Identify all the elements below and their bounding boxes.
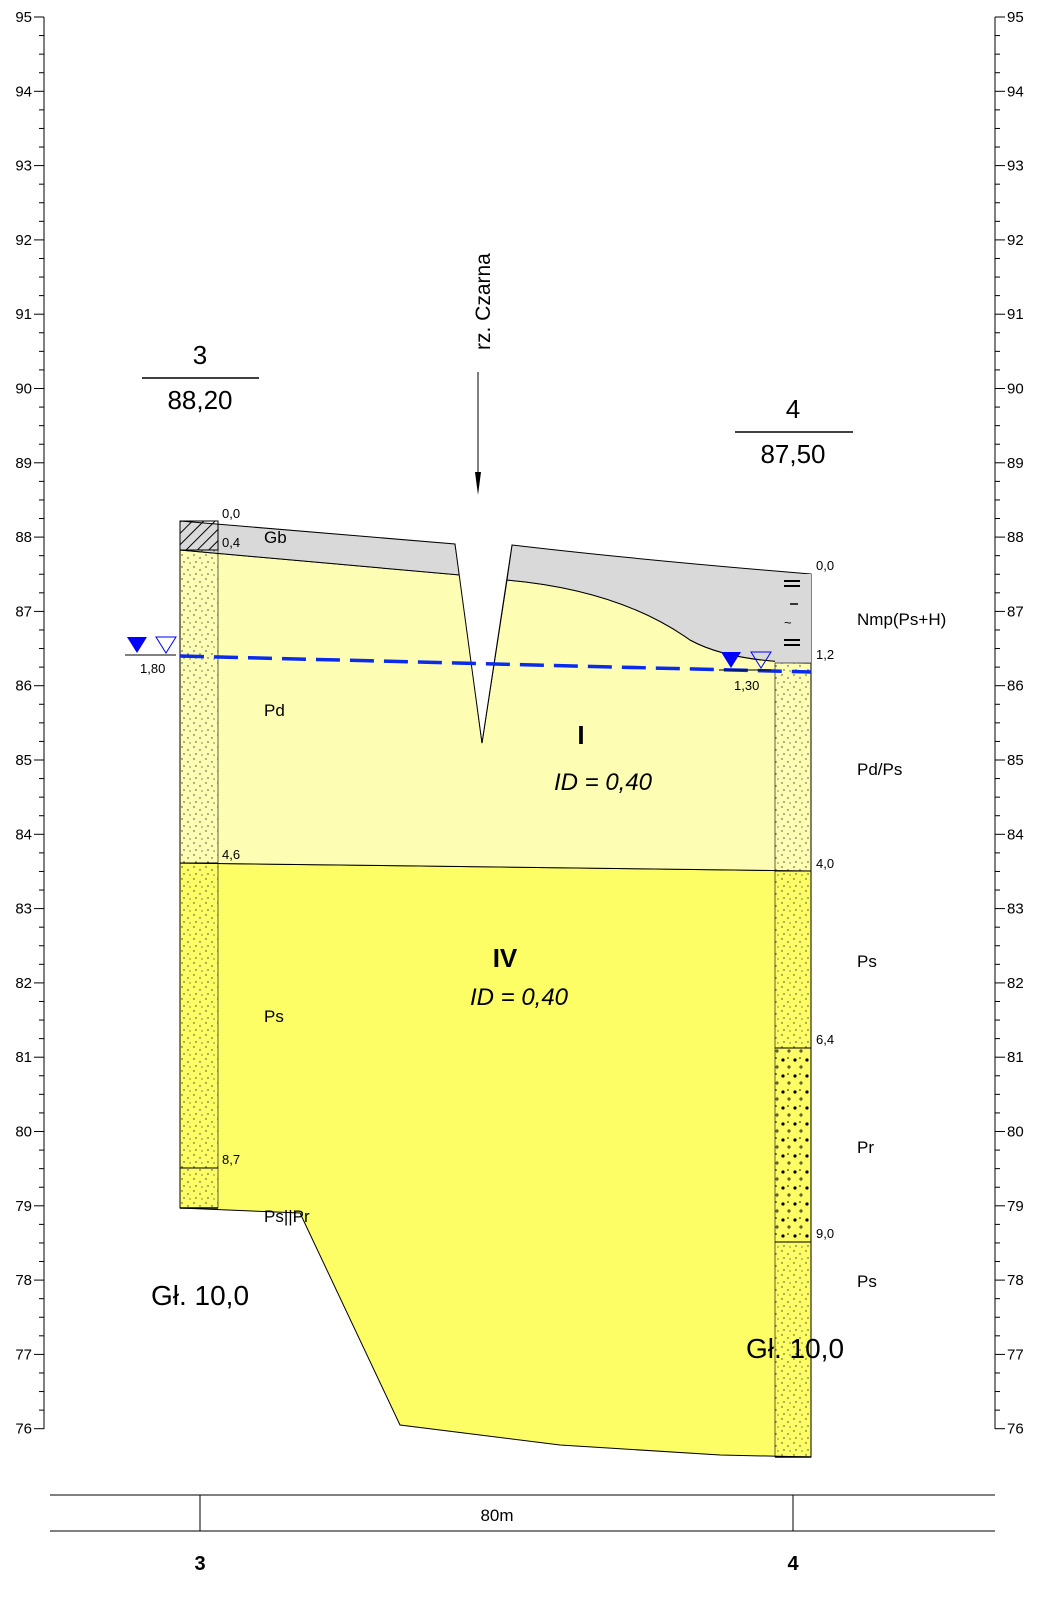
b4-depth-4: 9,0 [816,1226,834,1241]
borehole-3-number: 3 [193,340,207,370]
b4-water-depth: 1,30 [734,678,759,693]
right-axis-tick-label: 87 [1007,603,1024,620]
layer-label-nmp: Nmp(Ps+H) [857,610,946,629]
water-level-symbol-b4 [719,651,772,671]
svg-text:~: ~ [784,615,792,630]
left-axis-tick-label: 77 [15,1346,32,1363]
groundwater-line [179,654,812,674]
b3-total-depth: Gł. 10,0 [151,1280,249,1311]
left-elevation-axis: 95 94 93 92 91 90 89 88 87 86 85 84 83 82 81 80 79 78 77 76 [15,9,45,1438]
left-axis-tick-label: 85 [15,752,32,769]
borehole-3-elevation: 88,20 [167,385,232,415]
right-axis-tick-label: 82 [1007,975,1024,992]
layer-label-gb: Gb [264,528,287,547]
river-label: rz. Czarna [472,253,495,350]
right-axis-tick-label: 93 [1007,158,1024,175]
borehole-4-number: 4 [786,394,800,424]
borehole-3-head: 3 88,20 [142,340,259,415]
b3-depth-1: 0,4 [222,535,240,550]
left-axis-tick-label: 89 [15,455,32,472]
left-axis-tick-label: 79 [15,1198,32,1215]
right-axis-tick-label: 83 [1007,901,1024,918]
b3-water-depth: 1,80 [140,661,165,676]
right-axis-tick-label: 80 [1007,1124,1024,1141]
left-axis-tick-label: 86 [15,678,32,695]
borehole-4-column: ~ [774,574,812,1458]
distance-label: 80m [480,1506,513,1525]
left-axis-tick-label: 90 [15,381,32,398]
right-axis-tick-label: 84 [1007,826,1024,843]
b4-depth-2: 4,0 [816,856,834,871]
layer-label-pdps: Pd/Ps [857,760,902,779]
zone-iv-id: ID = 0,40 [470,984,569,1011]
right-axis-tick-label: 88 [1007,529,1024,546]
right-axis-tick-label: 86 [1007,678,1024,695]
zone-iv-name: IV [493,943,518,973]
left-axis-tick-label: 87 [15,603,32,620]
left-axis-tick-label: 91 [15,306,32,323]
right-axis-tick-label: 76 [1007,1421,1024,1438]
distance-table: 80m 3 4 [50,1494,995,1575]
right-axis-tick-label: 94 [1007,83,1024,100]
river-channel [454,543,513,744]
left-axis-tick-label: 95 [15,9,32,26]
layer-label-pr: Pr [857,1138,874,1157]
b4-depth-3: 6,4 [816,1032,834,1047]
right-axis-tick-label: 85 [1007,752,1024,769]
left-axis-tick-label: 88 [15,529,32,546]
borehole-3-column [179,520,219,1209]
left-axis-tick-label: 81 [15,1049,32,1066]
left-axis-tick-label: 84 [15,826,32,843]
b3-depth-2: 4,6 [222,847,240,862]
right-axis-tick-label: 90 [1007,381,1024,398]
left-axis-tick-label: 94 [15,83,32,100]
right-axis-tick-label: 95 [1007,9,1024,26]
right-axis-tick-label: 79 [1007,1198,1024,1215]
layer-label-pspr: Ps||Pr [264,1207,310,1226]
left-axis-tick-label: 92 [15,232,32,249]
distance-left-number: 3 [194,1553,205,1575]
left-axis-tick-label: 83 [15,901,32,918]
right-axis-tick-label: 81 [1007,1049,1024,1066]
b4-total-depth: Gł. 10,0 [746,1333,844,1364]
layer-label-pd: Pd [264,701,285,720]
left-axis-tick-label: 82 [15,975,32,992]
right-elevation-axis: 95 94 93 92 91 90 89 88 87 86 85 84 83 82 81 80 79 78 77 76 [994,9,1024,1438]
left-axis-tick-label: 76 [15,1421,32,1438]
zone-i-name: I [577,720,584,750]
distance-right-number: 4 [787,1553,799,1575]
layer-label-ps-right: Ps [857,952,877,971]
right-axis-tick-label: 77 [1007,1346,1024,1363]
right-axis-tick-label: 89 [1007,455,1024,472]
borehole-4-elevation: 87,50 [760,439,825,469]
b4-depth-1: 1,2 [816,647,834,662]
zone-i-id: ID = 0,40 [554,769,653,796]
water-level-symbol-b3 [125,636,177,656]
b3-depth-3: 8,7 [222,1152,240,1167]
right-axis-tick-label: 78 [1007,1272,1024,1289]
right-axis-tick-label: 92 [1007,232,1024,249]
b4-depth-0: 0,0 [816,558,834,573]
layer-label-ps-right-bottom: Ps [857,1272,877,1291]
right-axis-tick-label: 91 [1007,306,1024,323]
layer-label-ps-left: Ps [264,1007,284,1026]
river-arrow [475,372,481,495]
left-axis-tick-label: 78 [15,1272,32,1289]
left-axis-tick-label: 93 [15,158,32,175]
borehole-4-head: 4 87,50 [735,394,853,469]
b3-depth-0: 0,0 [222,506,240,521]
left-axis-tick-label: 80 [15,1124,32,1141]
